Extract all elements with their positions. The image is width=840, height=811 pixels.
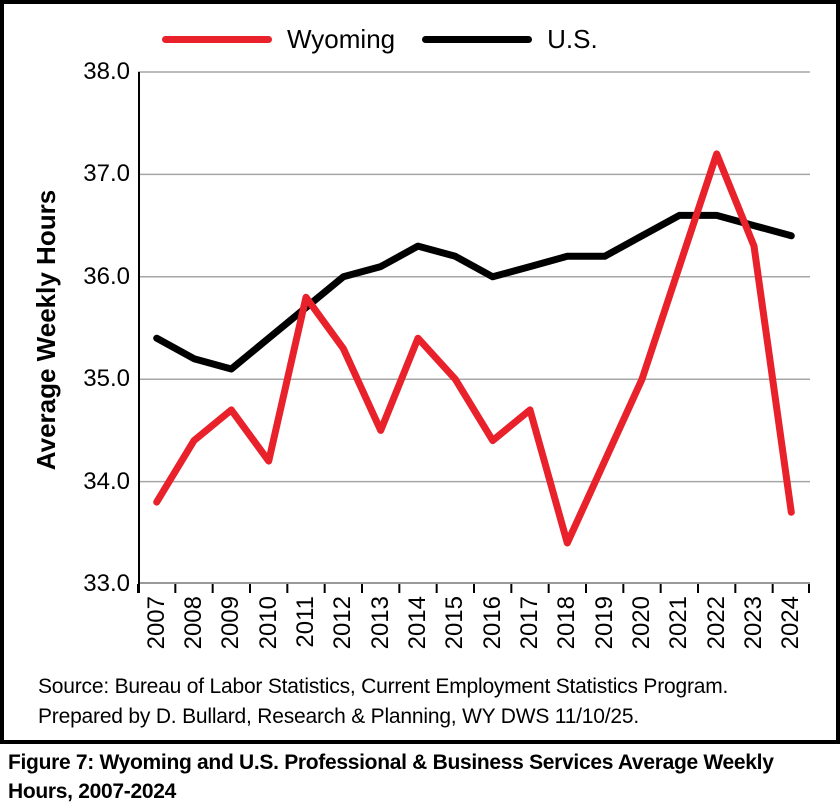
chart-legend: Wyoming U.S.: [162, 24, 598, 54]
x-tick-label-2012: 2012: [329, 596, 357, 650]
y-tick-label-37.0: 37.0: [83, 160, 130, 188]
x-tick-label-2021: 2021: [665, 596, 693, 650]
source-line-2: Prepared by D. Bullard, Research & Plann…: [38, 705, 639, 728]
figure-caption: Figure 7: Wyoming and U.S. Professional …: [8, 751, 774, 803]
x-tick-label-2013: 2013: [366, 596, 394, 650]
x-tick-label-2014: 2014: [404, 596, 431, 650]
x-tick-label-2007: 2007: [142, 596, 170, 650]
y-axis-title: Average Weekly Hours: [31, 189, 61, 471]
y-tick-label-34.0: 34.0: [83, 467, 130, 495]
source-line-1: Source: Bureau of Labor Statistics, Curr…: [38, 675, 729, 698]
x-tick-label-2009: 2009: [217, 596, 245, 650]
legend-label-us: U.S.: [547, 24, 598, 54]
x-tick-label-2024: 2024: [777, 596, 805, 650]
y-tick-label-33.0: 33.0: [83, 570, 130, 597]
x-tick-label-2020: 2020: [628, 596, 655, 650]
x-tick-label-2019: 2019: [590, 596, 618, 650]
y-tick-label-35.0: 35.0: [83, 365, 130, 393]
legend-label-wyoming: Wyoming: [287, 24, 396, 54]
legend-item-us: U.S.: [422, 24, 598, 54]
us-line-swatch: [422, 35, 533, 43]
series-line-us: [153, 211, 795, 373]
x-tick-label-2018: 2018: [553, 596, 581, 650]
x-tick-label-2023: 2023: [740, 596, 767, 650]
x-tick-label-2015: 2015: [441, 596, 469, 650]
x-tick-label-2008: 2008: [180, 596, 207, 650]
legend-item-wyoming: Wyoming: [162, 24, 395, 54]
wyoming-line-swatch: [162, 35, 272, 43]
x-tick-label-2016: 2016: [478, 596, 506, 650]
y-tick-label-36.0: 36.0: [83, 262, 130, 290]
source-note: Source: Bureau of Labor Statistics, Curr…: [38, 672, 728, 732]
y-tick-label-38.0: 38.0: [83, 58, 130, 85]
x-tick-label-2010: 2010: [254, 596, 282, 650]
plot-area: [137, 71, 810, 593]
x-tick-label-2011: 2011: [292, 596, 319, 648]
x-tick-label-2017: 2017: [516, 596, 543, 650]
x-tick-label-2022: 2022: [702, 596, 730, 650]
series-line-wyoming: [153, 150, 795, 547]
chart-frame: Wyoming U.S. Average Weekly Hours 38.0 37…: [0, 0, 840, 744]
